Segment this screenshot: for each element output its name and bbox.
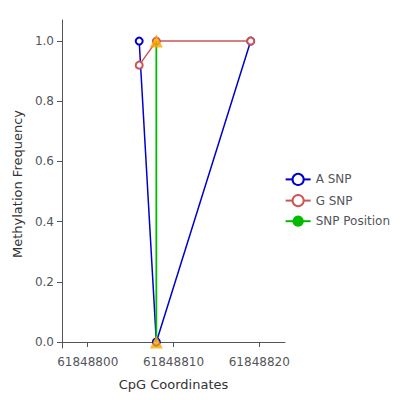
svg-text:Methylation Frequency: Methylation Frequency <box>10 110 25 258</box>
svg-text:0.6: 0.6 <box>35 154 54 168</box>
svg-text:61848800: 61848800 <box>57 355 118 369</box>
svg-text:61848810: 61848810 <box>143 355 204 369</box>
svg-text:0.4: 0.4 <box>35 215 54 229</box>
svg-text:0.2: 0.2 <box>35 275 54 289</box>
svg-text:61848820: 61848820 <box>229 355 290 369</box>
svg-text:1.0: 1.0 <box>35 34 54 48</box>
svg-text:0.8: 0.8 <box>35 94 54 108</box>
svg-text:0.0: 0.0 <box>35 335 54 349</box>
svg-text:A SNP: A SNP <box>316 172 352 186</box>
svg-text:G SNP: G SNP <box>316 194 353 208</box>
svg-text:CpG Coordinates: CpG Coordinates <box>119 377 229 392</box>
svg-text:SNP Position: SNP Position <box>316 214 390 228</box>
